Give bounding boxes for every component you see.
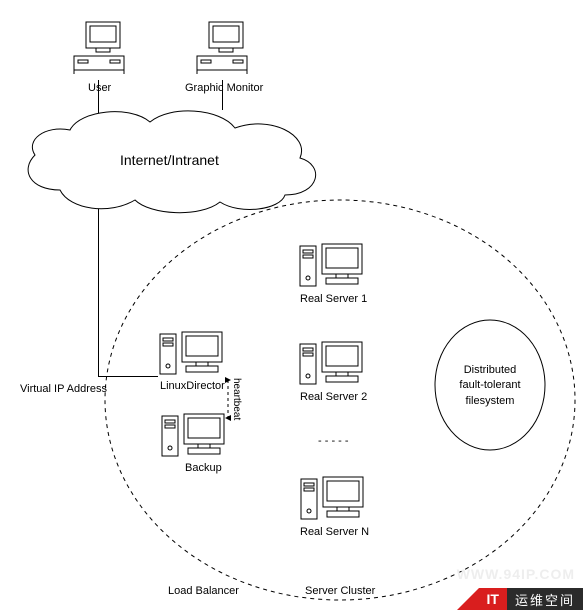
monitor-node [195,20,251,81]
rsn-node [299,475,369,528]
heartbeat-label: heartbeat [231,378,242,420]
backup-label: Backup [185,462,222,474]
user-node [72,20,128,81]
sc-label: Server Cluster [305,585,375,597]
monitor-label: Graphic Monitor [185,82,263,94]
rsn-label: Real Server N [300,526,369,538]
lb-label: Load Balancer [168,585,239,597]
vip-label: Virtual IP Address [20,383,107,395]
dots-text: - - - - - [318,435,349,447]
diagram-canvas: Internet/Intranet Distributed fault-tole… [0,0,583,610]
rs2-label: Real Server 2 [300,391,367,403]
cloud-label: Internet/Intranet [120,152,219,168]
line-cloud-down [98,206,99,376]
director-label: LinuxDirector [160,380,225,392]
watermark-left: IT [479,588,507,610]
rs1-label: Real Server 1 [300,293,367,305]
rs1-node [298,242,368,295]
user-label: User [88,82,111,94]
watermark-triangle [457,588,479,610]
watermark-url: WWW.94IP.COM [457,566,575,582]
watermark-bar: IT 运维空间 [457,588,583,610]
watermark-right: 运维空间 [507,588,583,610]
dfs-line1: Distributed fault-tolerant filesystem [459,364,520,407]
rs2-node [298,340,368,393]
dfs-label: Distributed fault-tolerant filesystem [455,363,525,409]
